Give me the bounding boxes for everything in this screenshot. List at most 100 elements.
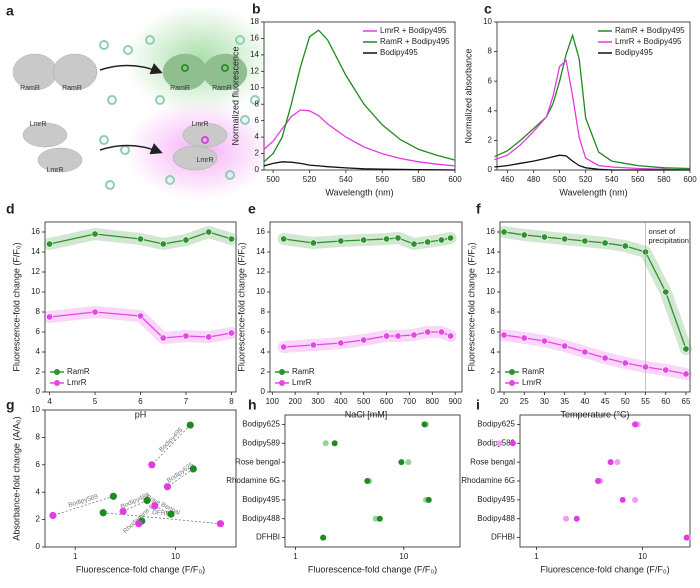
legend-marker: [509, 369, 515, 375]
pair-link: [154, 505, 172, 515]
x-axis-label: Fluorescence-fold change (F/F₀): [540, 564, 669, 574]
y-tick-label: 12: [250, 66, 259, 75]
series-line: [494, 154, 690, 171]
data-point: [425, 496, 432, 503]
data-point: [621, 242, 629, 250]
x-tick-label: 10: [638, 552, 647, 561]
panel-label: e: [248, 201, 256, 217]
legend-label: Bodipy495: [615, 48, 653, 57]
data-point: [227, 329, 235, 337]
category-label: Bodipy589: [242, 438, 280, 447]
data-point: [619, 496, 626, 503]
y-tick-label: 6: [36, 327, 41, 336]
x-axis-label: pH: [135, 409, 147, 419]
x-axis-label: Fluorescence-fold change (F/F₀): [76, 564, 205, 574]
data-point: [424, 238, 432, 246]
pair-link: [151, 424, 191, 466]
plot-frame: [263, 21, 456, 171]
data-point: [182, 236, 190, 244]
data-point: [424, 328, 432, 336]
data-point: [151, 502, 159, 510]
x-tick-label: 50: [621, 397, 630, 406]
confidence-band: [498, 226, 692, 355]
x-tick-label: 25: [520, 397, 529, 406]
data-point: [376, 515, 383, 522]
y-tick-label: 12: [31, 267, 40, 276]
data-point: [437, 236, 445, 244]
legend-label: RamR + Bodipy495: [380, 37, 450, 46]
data-point: [601, 239, 609, 247]
data-point: [563, 515, 570, 522]
plot-frame: [496, 21, 691, 171]
protein-label: RamR: [20, 85, 40, 92]
category-label: Bodipy488: [477, 514, 515, 523]
y-tick-label: 4: [488, 106, 493, 115]
legend-label: LmrR: [522, 378, 542, 387]
y-tick-label: 8: [488, 47, 493, 56]
category-label: Bodipy495: [477, 495, 515, 504]
y-tick-label: 0: [491, 387, 496, 396]
category-label: Bodipy625: [242, 420, 280, 429]
data-point: [540, 233, 548, 241]
data-point: [137, 235, 145, 243]
data-point: [500, 331, 508, 339]
legend-marker: [279, 380, 285, 386]
category-label: Bodipy625: [477, 420, 515, 429]
y-tick-label: 2: [255, 149, 260, 158]
data-point: [410, 240, 418, 248]
plot-frame: [499, 221, 691, 393]
x-tick-label: 55: [641, 397, 650, 406]
x-tick-label: 40: [580, 397, 589, 406]
data-point: [581, 348, 589, 356]
data-point: [163, 483, 172, 491]
data-point: [331, 440, 338, 447]
schematic: [12, 5, 275, 200]
y-tick-label: 2: [491, 367, 496, 376]
data-point: [337, 339, 345, 347]
data-point: [410, 331, 418, 339]
category-label: Rhodamine 6G: [226, 476, 280, 485]
y-tick-label: 16: [31, 227, 40, 236]
x-tick-label: 540: [339, 175, 353, 184]
category-label: DFHBI: [256, 533, 280, 542]
y-tick-label: 14: [250, 50, 259, 59]
y-tick-label: 14: [256, 247, 265, 256]
y-tick-label: 2: [36, 367, 41, 376]
x-tick-label: 10: [171, 552, 180, 561]
protein-label: LmrR: [29, 121, 46, 128]
x-tick-label: 1: [73, 552, 78, 561]
x-tick-label: 480: [527, 175, 541, 184]
panel-label: a: [6, 3, 14, 19]
y-tick-label: 16: [256, 227, 265, 236]
y-tick-label: 8: [36, 307, 41, 316]
data-point: [216, 520, 225, 528]
data-point: [167, 510, 175, 518]
annotation-text: onset of: [649, 227, 677, 236]
x-tick-label: 20: [500, 397, 509, 406]
legend-label: LmrR + Bodipy495: [380, 26, 447, 35]
panel-label: g: [6, 397, 15, 413]
data-point: [405, 459, 412, 466]
x-tick-label: 5: [93, 397, 98, 406]
y-tick-label: 0: [36, 542, 41, 551]
panel-label: d: [6, 201, 15, 217]
data-point: [383, 235, 391, 243]
y-tick-label: 10: [483, 17, 492, 26]
data-point: [594, 478, 601, 484]
data-point: [159, 240, 167, 248]
plot-frame: [284, 414, 461, 548]
y-axis-label: Fluorescence-fold change (F/F₀): [466, 242, 476, 371]
x-tick-label: 500: [266, 175, 280, 184]
y-tick-label: 10: [250, 83, 259, 92]
data-point: [182, 332, 190, 340]
protein-label: RamR: [62, 85, 82, 92]
data-point: [309, 239, 317, 247]
data-point: [320, 534, 327, 541]
series-line: [263, 29, 456, 163]
x-tick-label: 560: [631, 175, 645, 184]
data-point: [520, 231, 528, 239]
ligands: [99, 35, 260, 190]
category-label: Rose bengal: [470, 457, 515, 466]
x-tick-label: 10: [399, 552, 408, 561]
